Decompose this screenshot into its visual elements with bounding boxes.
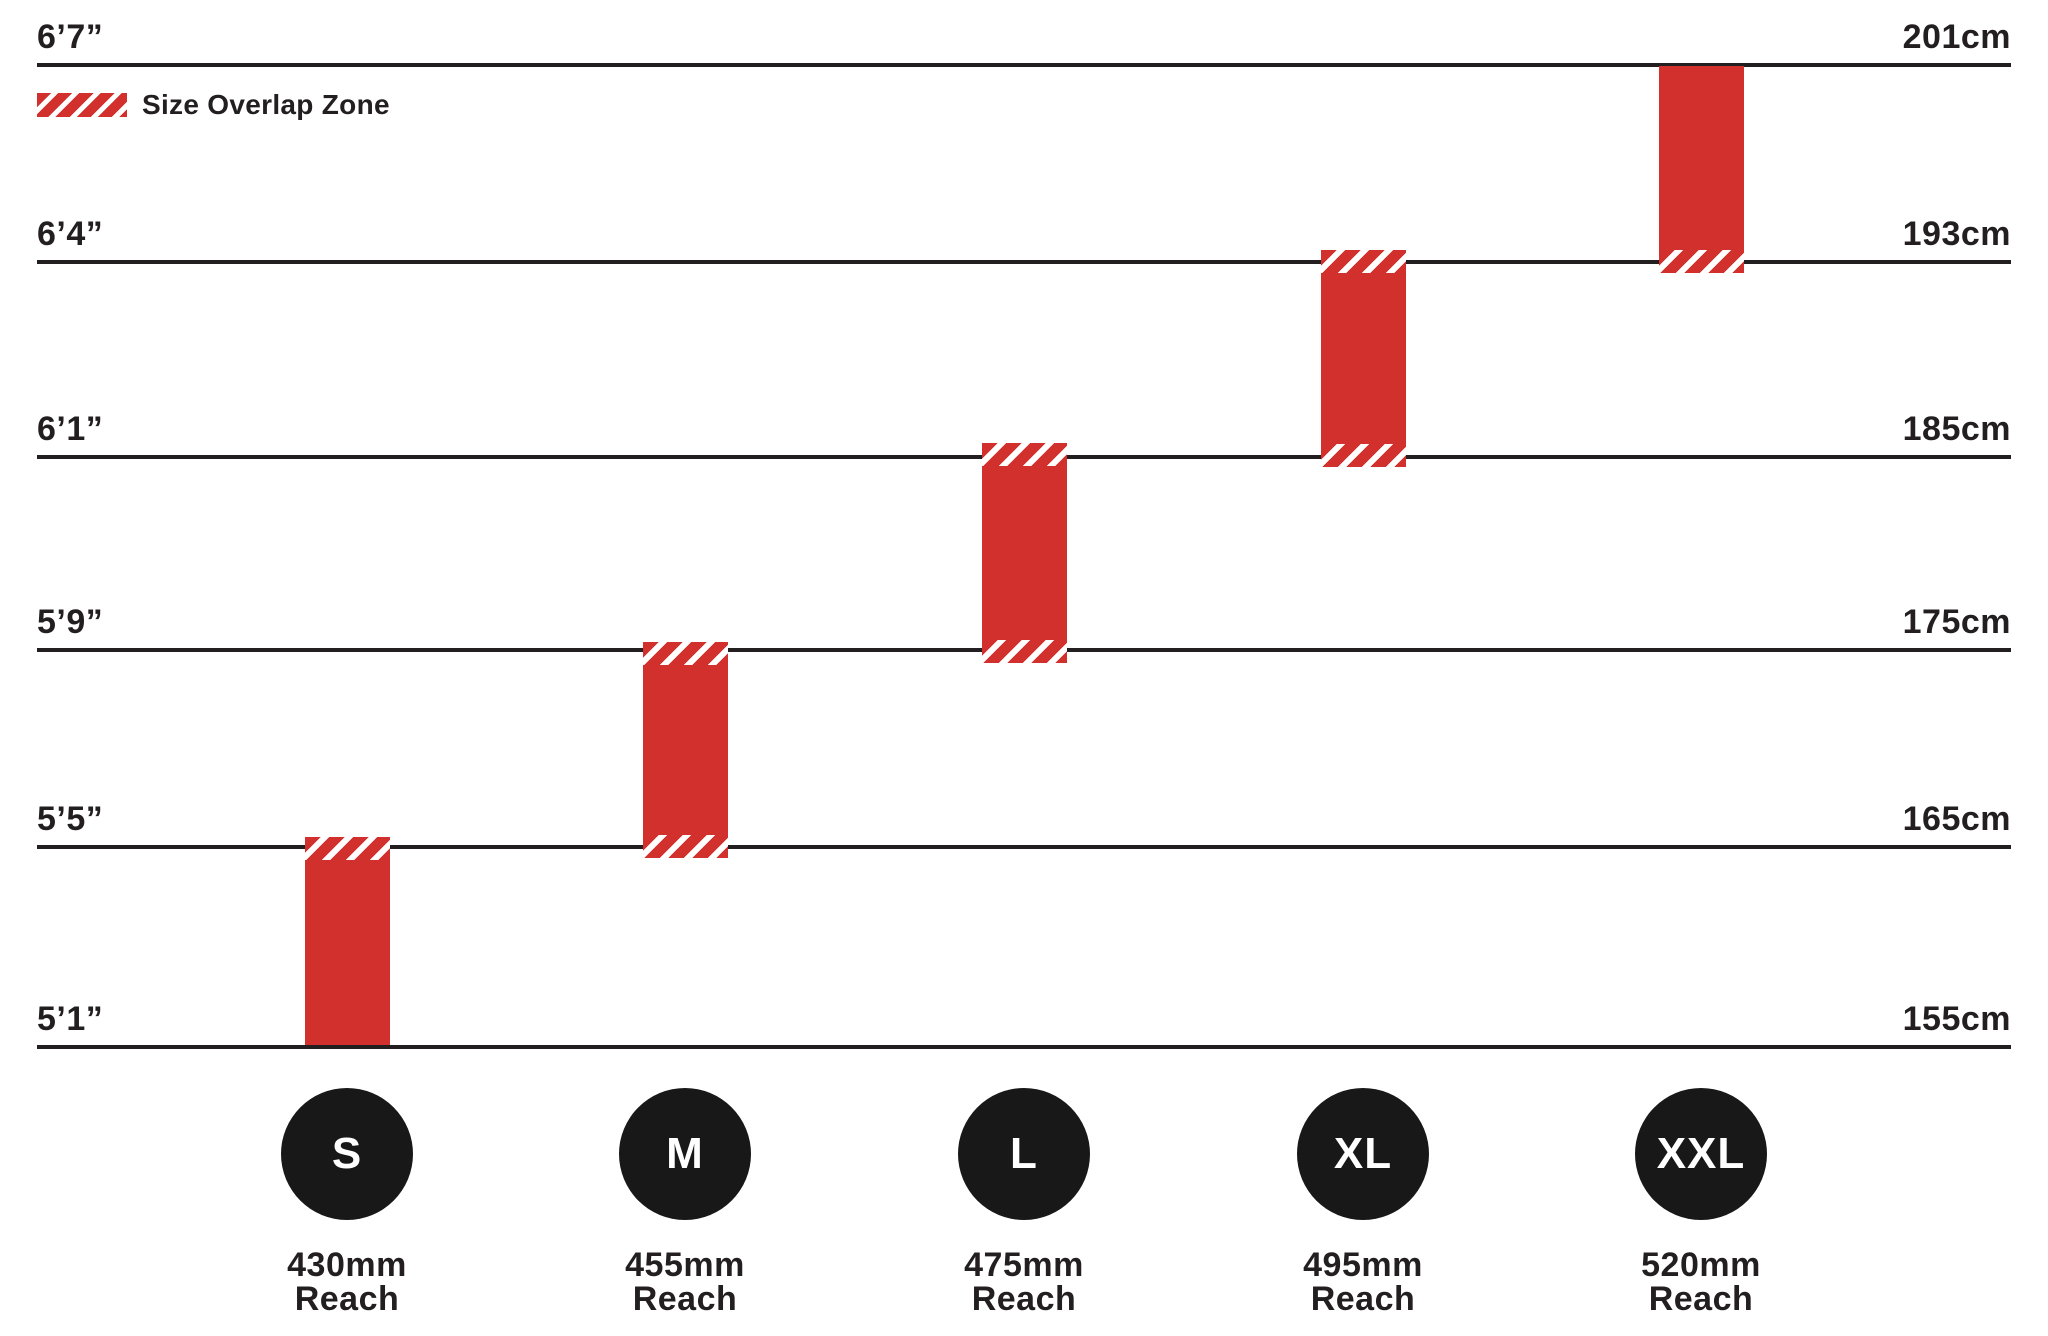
legend-label: Size Overlap Zone bbox=[142, 89, 390, 120]
reach-word: Reach bbox=[1310, 1280, 1416, 1318]
height-tick-cm: 175cm bbox=[1902, 603, 2011, 641]
reach-value: 475mm bbox=[964, 1246, 1084, 1284]
height-tick-imperial: 5’1” bbox=[37, 1000, 104, 1038]
reach-label: 455mm Reach bbox=[625, 1248, 745, 1316]
overlap-zone-icon bbox=[1659, 250, 1744, 273]
reach-value: 495mm bbox=[1303, 1246, 1423, 1284]
overlap-zone-icon bbox=[982, 640, 1067, 663]
reach-label: 430mm Reach bbox=[287, 1248, 407, 1316]
size-badge-m: M bbox=[619, 1088, 751, 1220]
overlap-zone-icon bbox=[643, 835, 728, 858]
size-range-bar-xl bbox=[1321, 250, 1406, 467]
reach-value: 430mm bbox=[287, 1246, 407, 1284]
size-marker-m: M 455mm Reach bbox=[619, 1088, 751, 1316]
size-marker-xxl: XXL 520mm Reach bbox=[1635, 1088, 1767, 1316]
size-range-bar-s bbox=[305, 837, 390, 1045]
size-label: L bbox=[1010, 1129, 1038, 1178]
size-range-bar-m bbox=[643, 642, 728, 858]
size-marker-s: S 430mm Reach bbox=[281, 1088, 413, 1316]
size-badge-s: S bbox=[281, 1088, 413, 1220]
height-tick-cm: 155cm bbox=[1902, 1000, 2011, 1038]
height-tick-cm: 193cm bbox=[1902, 215, 2011, 253]
size-badge-xl: XL bbox=[1297, 1088, 1429, 1220]
gridline-5ft5: 5’5” 165cm bbox=[37, 800, 2011, 849]
height-tick-cm: 165cm bbox=[1902, 800, 2011, 838]
overlap-zone-icon bbox=[643, 642, 728, 665]
height-tick-imperial: 5’9” bbox=[37, 603, 104, 641]
size-label: XL bbox=[1333, 1129, 1393, 1178]
legend: Size Overlap Zone bbox=[37, 89, 390, 121]
reach-word: Reach bbox=[971, 1280, 1077, 1318]
reach-word: Reach bbox=[632, 1280, 738, 1318]
reach-label: 520mm Reach bbox=[1641, 1248, 1761, 1316]
reach-value: 520mm bbox=[1641, 1246, 1761, 1284]
gridline-6ft7: 6’7” 201cm bbox=[37, 18, 2011, 67]
gridline-5ft1: 5’1” 155cm bbox=[37, 1000, 2011, 1049]
overlap-hatch-icon bbox=[37, 93, 127, 117]
overlap-zone-icon bbox=[982, 443, 1067, 466]
size-range-bar-l bbox=[982, 443, 1067, 663]
height-tick-imperial: 6’7” bbox=[37, 18, 104, 56]
reach-word: Reach bbox=[294, 1280, 400, 1318]
size-marker-l: L 475mm Reach bbox=[958, 1088, 1090, 1316]
height-tick-imperial: 6’4” bbox=[37, 215, 104, 253]
gridline-6ft4: 6’4” 193cm bbox=[37, 215, 2011, 264]
reach-value: 455mm bbox=[625, 1246, 745, 1284]
size-marker-xl: XL 495mm Reach bbox=[1297, 1088, 1429, 1316]
height-tick-cm: 185cm bbox=[1902, 410, 2011, 448]
height-tick-imperial: 6’1” bbox=[37, 410, 104, 448]
size-label: S bbox=[331, 1129, 363, 1178]
reach-label: 495mm Reach bbox=[1303, 1248, 1423, 1316]
overlap-zone-icon bbox=[1321, 444, 1406, 467]
size-badge-l: L bbox=[958, 1088, 1090, 1220]
reach-word: Reach bbox=[1648, 1280, 1754, 1318]
reach-label: 475mm Reach bbox=[964, 1248, 1084, 1316]
size-badge-xxl: XXL bbox=[1635, 1088, 1767, 1220]
height-tick-cm: 201cm bbox=[1902, 18, 2011, 56]
size-range-bar-xxl bbox=[1659, 66, 1744, 273]
overlap-zone-icon bbox=[305, 837, 390, 860]
size-label: XXL bbox=[1656, 1129, 1746, 1178]
size-label: M bbox=[666, 1129, 704, 1178]
height-tick-imperial: 5’5” bbox=[37, 800, 104, 838]
overlap-zone-icon bbox=[1321, 250, 1406, 273]
